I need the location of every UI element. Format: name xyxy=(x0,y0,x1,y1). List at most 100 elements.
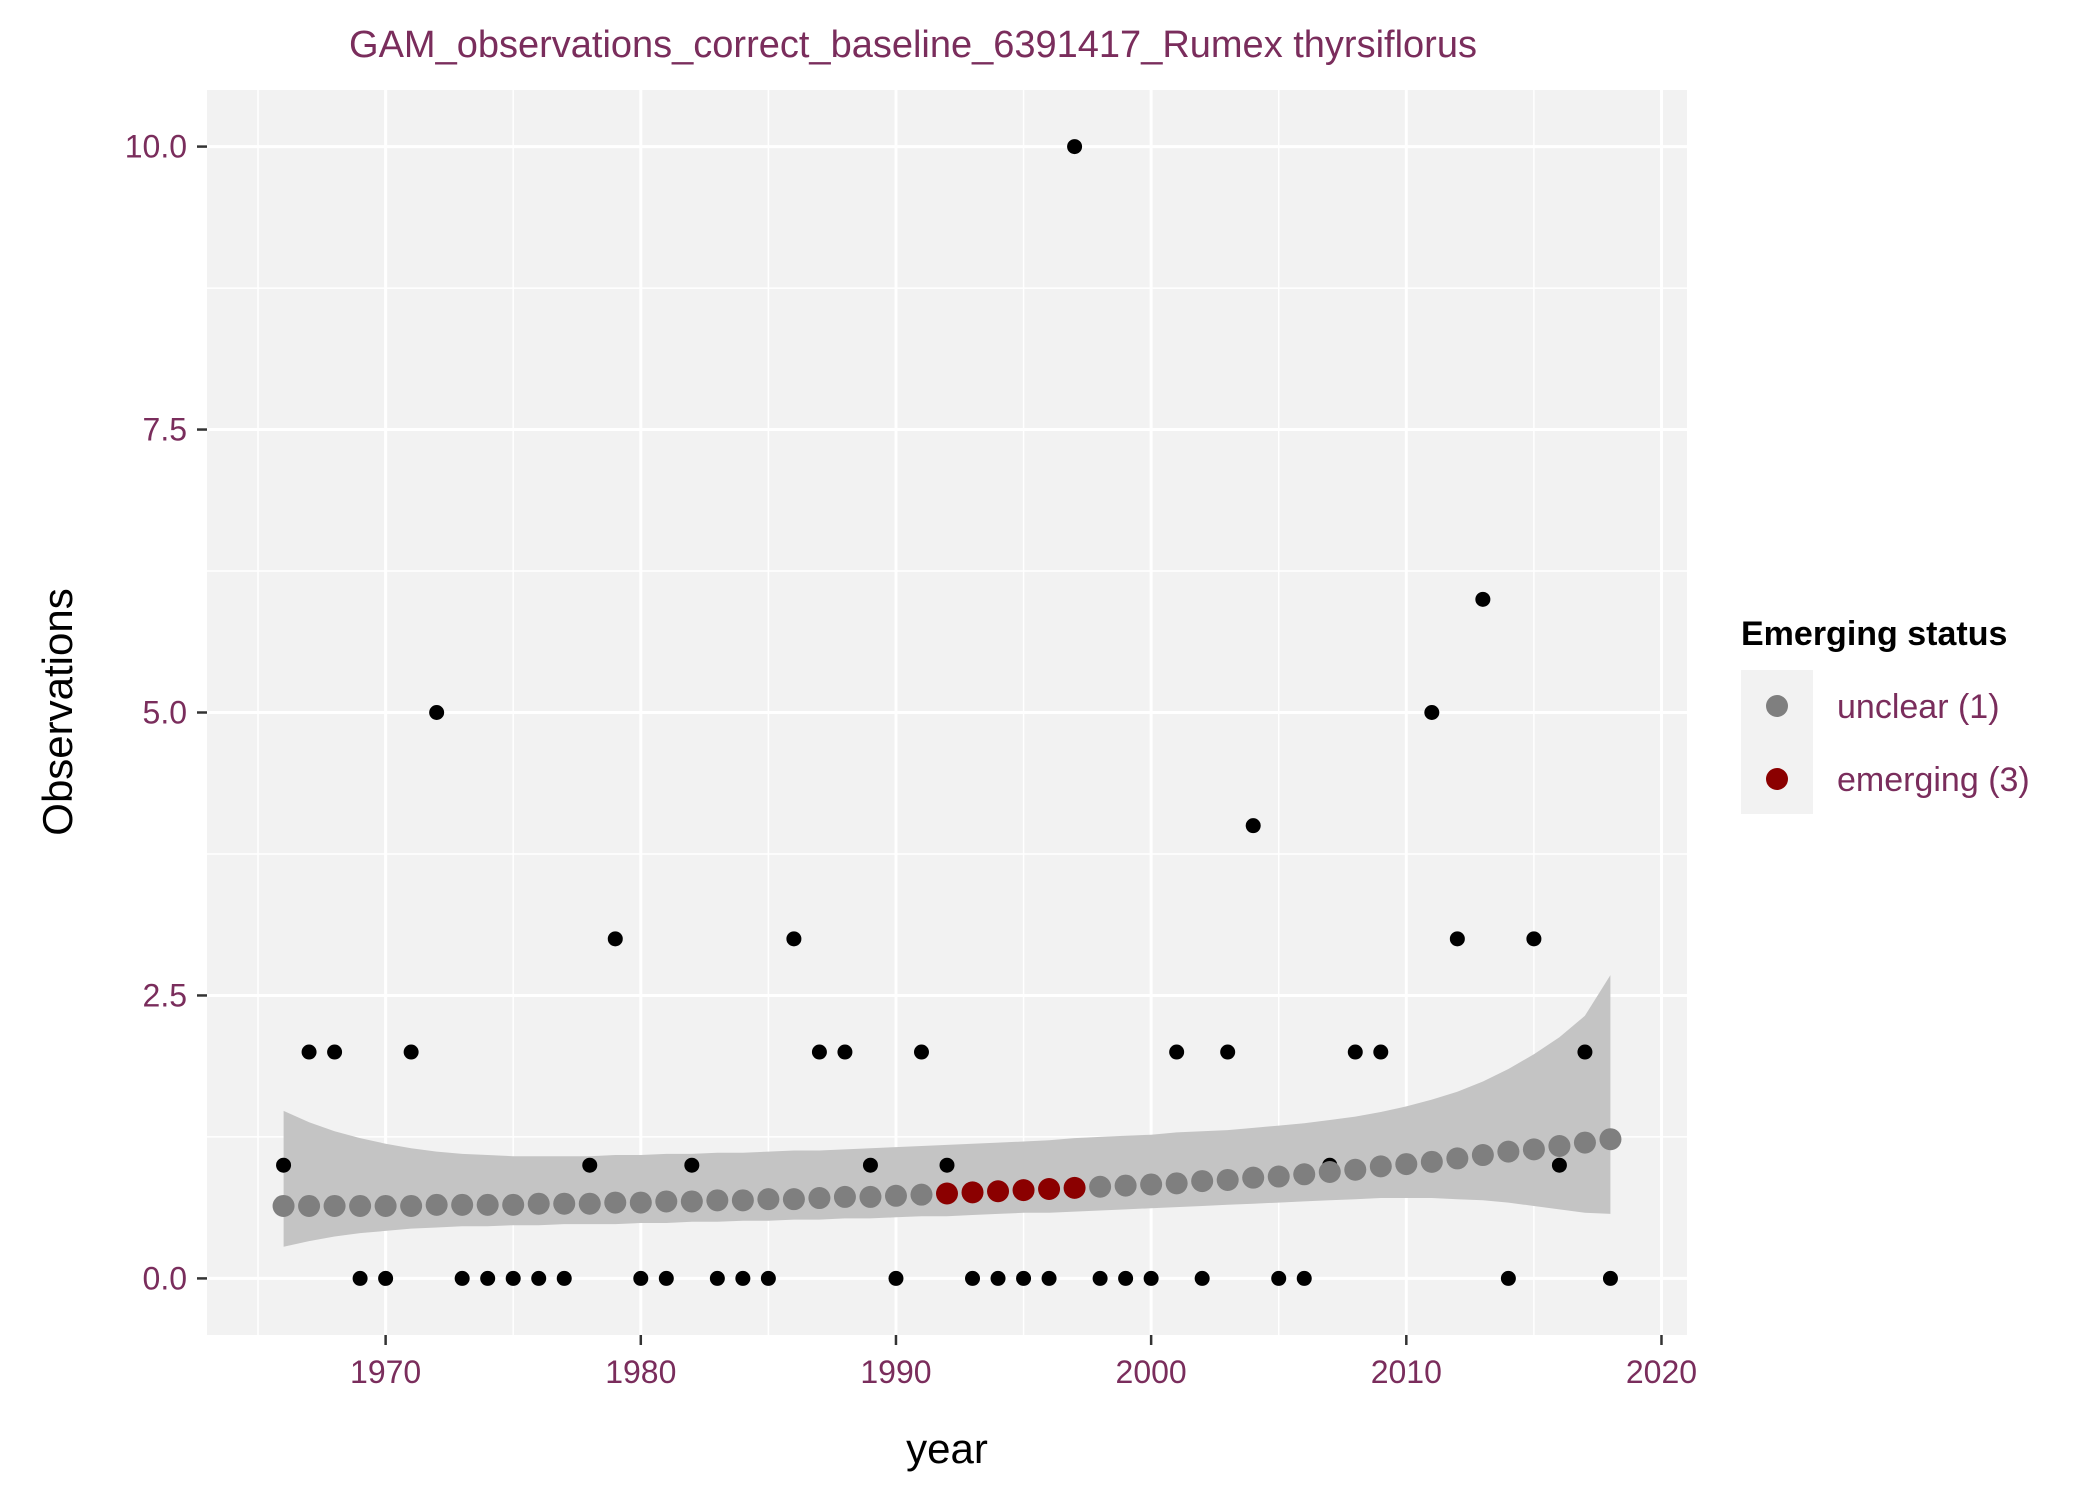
observation-point xyxy=(1041,1270,1057,1286)
observation-point xyxy=(913,1044,929,1060)
observation-point xyxy=(607,931,623,947)
gam-fit-point xyxy=(400,1194,423,1217)
observation-point xyxy=(1067,139,1083,155)
gam-fit-point xyxy=(1012,1179,1035,1202)
observation-point xyxy=(403,1044,419,1060)
gam-fit-point xyxy=(425,1193,448,1216)
observation-point xyxy=(709,1270,725,1286)
observation-point xyxy=(1602,1270,1618,1286)
gam-fit-point xyxy=(1369,1155,1392,1178)
observation-point xyxy=(1016,1270,1032,1286)
gam-fit-point xyxy=(298,1194,321,1217)
observation-point xyxy=(1296,1270,1312,1286)
observation-point xyxy=(735,1270,751,1286)
gam-fit-point xyxy=(1165,1172,1188,1195)
gam-fit-point xyxy=(1548,1134,1571,1157)
y-tick-label: 7.5 xyxy=(143,412,187,448)
gam-fit-point xyxy=(323,1194,346,1217)
gam-fit-point xyxy=(1344,1158,1367,1181)
observation-point xyxy=(939,1157,955,1173)
gam-fit-point xyxy=(1242,1166,1265,1189)
observation-point xyxy=(1424,705,1440,720)
observation-point xyxy=(1347,1044,1363,1060)
legend-label-unclear: unclear (1) xyxy=(1837,688,2000,726)
gam-fit-point xyxy=(884,1184,907,1207)
gam-fit-point xyxy=(527,1192,550,1215)
gam-fit-point xyxy=(910,1183,933,1206)
observation-point xyxy=(301,1044,317,1060)
gam-fit-point xyxy=(936,1182,958,1205)
y-tick-label: 10.0 xyxy=(125,129,187,165)
observation-point xyxy=(965,1270,981,1286)
gam-fit-point xyxy=(1599,1128,1622,1151)
observation-point xyxy=(505,1270,521,1286)
observation-point xyxy=(1245,818,1261,834)
gam-fit-point xyxy=(1471,1144,1494,1167)
observation-point xyxy=(556,1270,572,1286)
gam-fit-point xyxy=(833,1185,856,1208)
y-tick-label: 2.5 xyxy=(143,977,187,1013)
gam-fit-point xyxy=(578,1192,601,1215)
gam-fit-point xyxy=(782,1188,805,1211)
gam-fit-point xyxy=(1114,1174,1137,1197)
gam-fit-point xyxy=(604,1191,627,1214)
observation-point xyxy=(276,1157,292,1173)
observation-point xyxy=(1271,1270,1287,1286)
observation-point xyxy=(531,1270,547,1286)
legend: Emerging status unclear (1) emerging (3) xyxy=(1741,615,2030,814)
gam-fit-point xyxy=(757,1188,780,1211)
gam-fit-point xyxy=(272,1194,295,1217)
observation-point xyxy=(1169,1044,1185,1060)
x-tick-label: 1990 xyxy=(860,1354,931,1390)
x-axis-title: year xyxy=(906,1425,988,1472)
legend-key-unclear xyxy=(1766,695,1788,717)
gam-fit-point xyxy=(1191,1170,1214,1193)
gam-fit-point xyxy=(1038,1177,1061,1200)
y-tick-label: 5.0 xyxy=(143,695,187,731)
gam-fit-point xyxy=(349,1194,372,1217)
observation-point xyxy=(1118,1270,1134,1286)
chart-title: GAM_observations_correct_baseline_639141… xyxy=(349,24,1477,66)
gam-fit-point xyxy=(629,1191,652,1214)
observation-point xyxy=(1449,931,1465,947)
legend-key-emerging xyxy=(1766,768,1788,790)
observation-point xyxy=(786,931,802,947)
observation-point xyxy=(862,1157,878,1173)
gam-fit-point xyxy=(731,1189,754,1212)
gam-fit-point xyxy=(1497,1140,1520,1163)
observation-point xyxy=(1551,1157,1567,1173)
grid-lines xyxy=(207,90,1687,1335)
gam-fit-point xyxy=(961,1181,984,1204)
gam-fit-point xyxy=(1420,1150,1443,1173)
observation-point xyxy=(378,1270,394,1286)
gam-fit-point xyxy=(553,1192,576,1215)
gam-fit-point xyxy=(987,1180,1010,1203)
gam-fit-point xyxy=(502,1193,525,1216)
gam-fit-point xyxy=(859,1185,882,1208)
gam-fit-point xyxy=(1522,1138,1545,1161)
gam-fit-point xyxy=(1293,1163,1316,1186)
gam-fit-point xyxy=(655,1190,678,1213)
gam-fit-point xyxy=(1446,1147,1469,1170)
observation-points xyxy=(276,139,1618,1286)
gam-fit-point xyxy=(374,1194,397,1217)
gam-fit-point xyxy=(451,1193,474,1216)
observation-point xyxy=(480,1270,496,1286)
observation-point xyxy=(582,1157,598,1173)
axes: 1970 1980 1990 2000 2010 2020 0.0 2.5 5.0 7.5 10.0 xyxy=(125,129,1697,1390)
observation-point xyxy=(760,1270,776,1286)
observation-point xyxy=(1143,1270,1159,1286)
gam-fit-point xyxy=(1089,1175,1112,1198)
gam-fit-points xyxy=(272,1128,1622,1217)
y-axis-title: Observations xyxy=(34,588,81,835)
observation-point xyxy=(1500,1270,1516,1286)
observation-point xyxy=(888,1270,904,1286)
observation-point xyxy=(1577,1044,1593,1060)
x-tick-label: 1980 xyxy=(605,1354,676,1390)
gam-fit-point xyxy=(680,1190,703,1213)
observation-point xyxy=(352,1270,368,1286)
observation-point xyxy=(990,1270,1006,1286)
y-tick-label: 0.0 xyxy=(143,1260,187,1296)
gam-fit-point xyxy=(1216,1168,1239,1191)
